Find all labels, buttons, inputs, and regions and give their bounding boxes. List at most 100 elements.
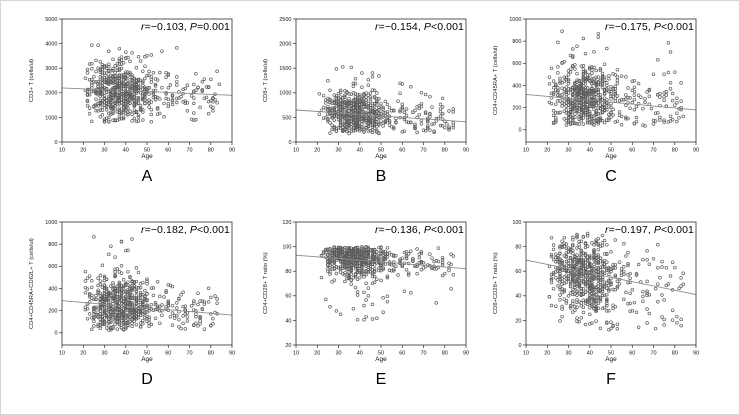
panel-a: 10 20 30 40 50 60 70 80 90 0 1000 2000 3000 4000 5000 … — [26, 7, 256, 203]
svg-text:120: 120 — [282, 220, 291, 226]
svg-text:30: 30 — [335, 148, 341, 154]
svg-text:1000: 1000 — [45, 115, 57, 121]
panel-e: 10 20 30 40 50 60 70 80 90 20 40 60 80 100 120 CD4+CD2… — [260, 210, 490, 406]
svg-text:80: 80 — [208, 148, 214, 154]
svg-text:40: 40 — [123, 351, 129, 357]
panel-letter-c: C — [605, 168, 617, 185]
svg-text:600: 600 — [512, 61, 521, 67]
svg-text:1000: 1000 — [509, 17, 521, 23]
svg-text:0: 0 — [54, 331, 57, 337]
svg-text:40: 40 — [587, 148, 593, 154]
panel-letter-b: B — [375, 168, 387, 185]
svg-text:0: 0 — [518, 343, 521, 349]
correlation-annotation: r=−0.103, P=0.001 — [140, 21, 230, 33]
x-axis-title: Age — [605, 356, 617, 363]
y-axis-title: CD3+ T (cells/ul) — [29, 58, 35, 103]
svg-text:70: 70 — [650, 351, 656, 357]
svg-text:10: 10 — [59, 351, 65, 357]
svg-text:60: 60 — [629, 148, 635, 154]
svg-text:50: 50 — [378, 148, 384, 154]
y-axis-title: CD4+CD45RA+ T (cells/ul) — [493, 45, 499, 116]
svg-text:80: 80 — [672, 148, 678, 154]
correlation-annotation: r=−0.197, P<0.001 — [604, 224, 694, 236]
y-axis-title: CD4+CD45RA+CD62L+ T (cells/ul) — [29, 238, 35, 329]
svg-text:60: 60 — [399, 351, 405, 357]
svg-text:20: 20 — [544, 351, 550, 357]
svg-text:70: 70 — [420, 148, 426, 154]
svg-text:80: 80 — [442, 148, 448, 154]
svg-text:10: 10 — [59, 148, 65, 154]
svg-text:200: 200 — [512, 106, 521, 112]
svg-text:80: 80 — [208, 351, 214, 357]
svg-text:60: 60 — [629, 351, 635, 357]
svg-text:10: 10 — [523, 148, 529, 154]
svg-text:30: 30 — [101, 351, 107, 357]
svg-text:20: 20 — [544, 148, 550, 154]
svg-text:2500: 2500 — [279, 17, 291, 23]
svg-text:10: 10 — [293, 148, 299, 154]
svg-text:20: 20 — [80, 351, 86, 357]
svg-text:400: 400 — [48, 286, 57, 292]
svg-text:20: 20 — [314, 351, 320, 357]
x-axis-title: Age — [605, 153, 617, 160]
svg-text:60: 60 — [165, 351, 171, 357]
svg-text:100: 100 — [512, 220, 521, 226]
svg-text:1000: 1000 — [279, 91, 291, 97]
svg-text:2000: 2000 — [279, 42, 291, 48]
svg-text:50: 50 — [608, 351, 614, 357]
svg-text:60: 60 — [285, 294, 291, 300]
svg-text:400: 400 — [512, 83, 521, 89]
panel-letter-d: D — [141, 371, 153, 388]
correlation-annotation: r=−0.175, P<0.001 — [604, 21, 694, 33]
panel-f: 10 20 30 40 50 60 70 80 90 0 20 40 60 80 100 CD8+CD28+… — [490, 210, 720, 406]
svg-text:50: 50 — [144, 351, 150, 357]
svg-text:90: 90 — [229, 148, 235, 154]
scatter-plot-a: 10 20 30 40 50 60 70 80 90 0 1000 2000 3000 4000 5000 — [45, 17, 235, 154]
x-axis-title: Age — [375, 153, 387, 160]
panel-d: 10 20 30 40 50 60 70 80 90 0 200 400 600 800 1000 CD4+… — [26, 210, 256, 406]
scatter-plot-d: 10 20 30 40 50 60 70 80 90 0 200 400 600 800 1000 — [45, 220, 235, 357]
svg-text:60: 60 — [399, 148, 405, 154]
svg-text:70: 70 — [420, 351, 426, 357]
svg-text:80: 80 — [285, 269, 291, 275]
svg-text:50: 50 — [144, 148, 150, 154]
svg-text:60: 60 — [165, 148, 171, 154]
svg-text:30: 30 — [565, 351, 571, 357]
panel-letter-a: A — [141, 168, 153, 185]
panel-letter-f: F — [606, 371, 616, 388]
svg-text:40: 40 — [587, 351, 593, 357]
svg-text:10: 10 — [293, 351, 299, 357]
svg-text:90: 90 — [463, 351, 469, 357]
x-axis-title: Age — [141, 356, 153, 363]
svg-text:800: 800 — [512, 39, 521, 45]
svg-text:60: 60 — [515, 269, 521, 275]
y-axis-title: CD8+CD28+ T ratio (%) — [493, 252, 499, 315]
svg-text:80: 80 — [672, 351, 678, 357]
svg-text:2000: 2000 — [45, 91, 57, 97]
svg-text:70: 70 — [186, 148, 192, 154]
panel-letter-e: E — [375, 371, 387, 388]
svg-text:0: 0 — [54, 140, 57, 146]
svg-text:30: 30 — [565, 148, 571, 154]
x-axis-title: Age — [141, 153, 153, 160]
scatter-plot-f: 10 20 30 40 50 60 70 80 90 0 20 40 60 80 100 — [512, 220, 699, 357]
svg-text:5000: 5000 — [45, 17, 57, 23]
svg-text:500: 500 — [282, 115, 291, 121]
svg-text:80: 80 — [442, 351, 448, 357]
scatter-plot-b: 10 20 30 40 50 60 70 80 90 0 500 1000 1500 2000 2500 — [279, 17, 469, 154]
svg-text:40: 40 — [357, 148, 363, 154]
svg-text:70: 70 — [650, 148, 656, 154]
svg-text:90: 90 — [229, 351, 235, 357]
panel-b: 10 20 30 40 50 60 70 80 90 0 500 1000 1500 2000 2500 C… — [260, 7, 490, 203]
svg-text:20: 20 — [515, 318, 521, 324]
svg-text:20: 20 — [80, 148, 86, 154]
svg-text:40: 40 — [357, 351, 363, 357]
svg-text:800: 800 — [48, 242, 57, 248]
svg-text:40: 40 — [285, 318, 291, 324]
svg-text:70: 70 — [186, 351, 192, 357]
svg-text:0: 0 — [518, 128, 521, 134]
svg-text:10: 10 — [523, 351, 529, 357]
svg-text:80: 80 — [515, 245, 521, 251]
svg-text:30: 30 — [101, 148, 107, 154]
